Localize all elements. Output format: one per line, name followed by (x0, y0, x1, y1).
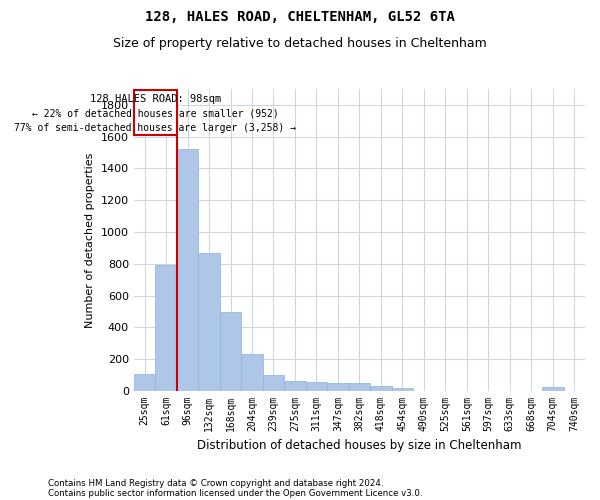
Bar (241, 354, 263, 391)
Text: ← 22% of detached houses are smaller (952): ← 22% of detached houses are smaller (95… (32, 108, 279, 118)
Bar (392, 388, 413, 391)
Bar (349, 384, 370, 391)
Text: Size of property relative to detached houses in Cheltenham: Size of property relative to detached ho… (113, 38, 487, 51)
Bar (177, 150, 199, 391)
Bar (155, 266, 177, 391)
Bar (306, 382, 327, 391)
Bar (284, 380, 306, 391)
Y-axis label: Number of detached properties: Number of detached properties (85, 152, 95, 328)
X-axis label: Distribution of detached houses by size in Cheltenham: Distribution of detached houses by size … (197, 440, 521, 452)
Bar (263, 375, 284, 391)
Text: Contains HM Land Registry data © Crown copyright and database right 2024.: Contains HM Land Registry data © Crown c… (48, 478, 383, 488)
Bar (220, 312, 241, 391)
Text: 77% of semi-detached houses are larger (3,258) →: 77% of semi-detached houses are larger (… (14, 123, 296, 133)
Text: 128 HALES ROAD: 98sqm: 128 HALES ROAD: 98sqm (90, 94, 221, 104)
FancyBboxPatch shape (134, 90, 177, 135)
Text: Contains public sector information licensed under the Open Government Licence v3: Contains public sector information licen… (48, 488, 422, 498)
Bar (199, 252, 220, 391)
Bar (134, 374, 155, 391)
Bar (370, 386, 392, 391)
Bar (542, 387, 563, 391)
Text: 128, HALES ROAD, CHELTENHAM, GL52 6TA: 128, HALES ROAD, CHELTENHAM, GL52 6TA (145, 10, 455, 24)
Bar (327, 383, 349, 391)
